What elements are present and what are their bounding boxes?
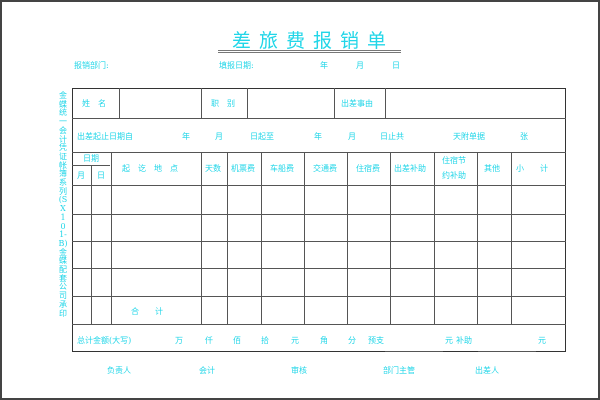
- form-title: 差旅费报销单: [232, 30, 395, 52]
- col-line: [261, 152, 262, 324]
- unit-bai: 佰: [233, 336, 241, 345]
- year-label: 年: [320, 61, 328, 70]
- col-no-hotel: 约补助: [442, 171, 466, 180]
- col-line: [111, 152, 112, 324]
- sum-label: 合 计: [131, 307, 163, 316]
- form-table: [72, 88, 566, 352]
- col-line: [511, 152, 512, 324]
- sign-dept-head: 部门主管: [383, 366, 415, 375]
- refund-blank: [478, 351, 536, 352]
- col-line: [385, 88, 386, 118]
- sign-accountant: 会计: [199, 366, 215, 375]
- col-line: [434, 152, 435, 324]
- row-line: [72, 185, 566, 186]
- col-other: 其他: [484, 164, 500, 173]
- title-underline: [218, 50, 401, 53]
- rank-label: 职 别: [211, 99, 235, 108]
- row-line: [72, 152, 566, 153]
- month-label: 月: [348, 132, 356, 141]
- unit-shi: 拾: [261, 336, 269, 345]
- unit-yuan: 元: [538, 336, 546, 345]
- row-line: [72, 214, 566, 215]
- year-label: 年: [314, 132, 322, 141]
- col-line: [201, 152, 202, 324]
- sheets-label: 张: [520, 132, 528, 141]
- col-line: [247, 88, 248, 118]
- col-no-hotel: 住宿节: [442, 156, 466, 165]
- col-line: [334, 88, 335, 118]
- trip-from-label: 出差起止日期自: [77, 132, 133, 141]
- unit-wan: 万: [175, 336, 183, 345]
- col-transport: 交通费: [313, 164, 337, 173]
- col-line: [227, 152, 228, 324]
- row-line: [72, 268, 566, 269]
- col-hotel: 住宿费: [356, 164, 380, 173]
- reason-label: 出差事由: [341, 99, 373, 108]
- sign-leader: 负责人: [107, 366, 131, 375]
- col-day: 日: [97, 171, 105, 180]
- col-subtotal: 小 计: [516, 164, 548, 173]
- sign-reviewer: 审核: [291, 366, 307, 375]
- side-printer-note: 金蝶统一会计凭证帐簿系列(SX101-B)金蝶配套公司承印: [58, 91, 68, 318]
- row-line: [72, 296, 566, 297]
- row-line: [72, 241, 566, 242]
- unit-qian: 仟: [205, 336, 213, 345]
- col-place: 起 讫 地 点: [122, 164, 178, 173]
- fill-date-label: 填报日期:: [219, 61, 254, 70]
- unit-jiao: 角: [320, 336, 328, 345]
- total-days-label: 日止共: [380, 132, 404, 141]
- col-month: 月: [77, 171, 85, 180]
- month-label: 月: [356, 61, 364, 70]
- day-label: 日: [392, 61, 400, 70]
- refund-label: 补助: [456, 336, 472, 345]
- col-line: [201, 88, 202, 118]
- col-line: [477, 152, 478, 324]
- attachments-label: 天附单据: [453, 132, 485, 141]
- unit-yuan: 元: [445, 336, 453, 345]
- col-air: 机票费: [231, 164, 255, 173]
- trip-to-label: 日起至: [250, 132, 274, 141]
- col-days: 天数: [205, 164, 221, 173]
- advance-label: 预支: [368, 336, 384, 345]
- col-date: 日期: [83, 154, 99, 163]
- row-line: [72, 118, 566, 119]
- year-label: 年: [182, 132, 190, 141]
- month-label: 月: [215, 132, 223, 141]
- advance-blank: [385, 351, 443, 352]
- sign-traveler: 出差人: [475, 366, 499, 375]
- dept-label: 报销部门:: [74, 61, 109, 70]
- unit-yuan: 元: [291, 336, 299, 345]
- row-line: [72, 324, 566, 325]
- col-line: [91, 165, 92, 324]
- col-line: [347, 152, 348, 324]
- total-amount-label: 总计金额(大写): [77, 336, 132, 345]
- col-line: [304, 152, 305, 324]
- name-label: 姓 名: [82, 99, 106, 108]
- unit-fen: 分: [348, 336, 356, 345]
- col-car: 车船费: [270, 164, 294, 173]
- col-allowance: 出差补助: [394, 164, 426, 173]
- col-line: [119, 88, 120, 118]
- col-line: [390, 152, 391, 324]
